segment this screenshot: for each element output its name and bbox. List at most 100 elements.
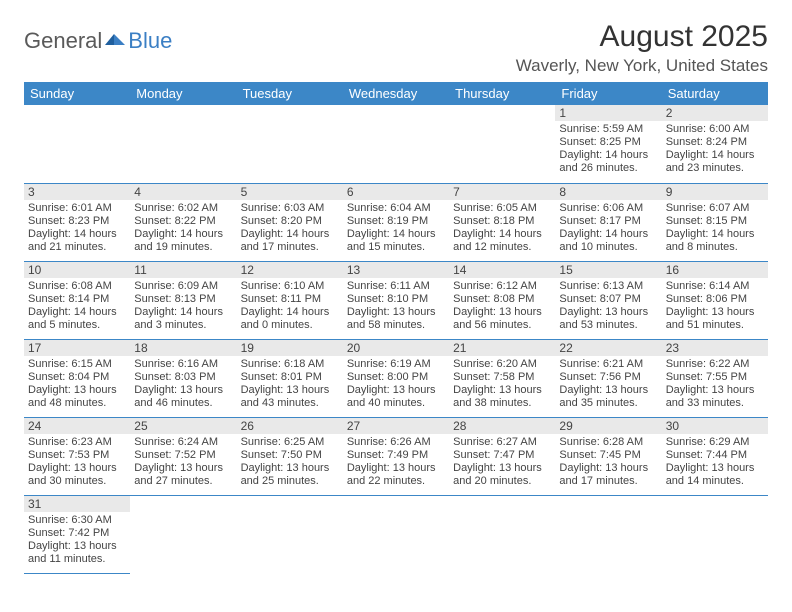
daylight-text-2: and 22 minutes.	[347, 475, 445, 488]
daylight-text-1: Daylight: 13 hours	[347, 384, 445, 397]
sunrise-text: Sunrise: 6:05 AM	[453, 202, 551, 215]
sunset-text: Sunset: 8:01 PM	[241, 371, 339, 384]
day-number: 16	[662, 262, 768, 278]
day-number: 7	[449, 184, 555, 200]
day-body: Sunrise: 6:29 AMSunset: 7:44 PMDaylight:…	[662, 434, 768, 491]
sunset-text: Sunset: 7:55 PM	[666, 371, 764, 384]
daylight-text-1: Daylight: 14 hours	[666, 149, 764, 162]
sunrise-text: Sunrise: 6:01 AM	[28, 202, 126, 215]
daylight-text-2: and 30 minutes.	[28, 475, 126, 488]
calendar-cell	[24, 105, 130, 183]
day-header: Friday	[555, 82, 661, 105]
sunrise-text: Sunrise: 6:25 AM	[241, 436, 339, 449]
day-body: Sunrise: 6:08 AMSunset: 8:14 PMDaylight:…	[24, 278, 130, 335]
daylight-text-2: and 11 minutes.	[28, 553, 126, 566]
daylight-text-2: and 23 minutes.	[666, 162, 764, 175]
day-number: 1	[555, 105, 661, 121]
sunset-text: Sunset: 8:07 PM	[559, 293, 657, 306]
day-body: Sunrise: 6:14 AMSunset: 8:06 PMDaylight:…	[662, 278, 768, 335]
day-header: Sunday	[24, 82, 130, 105]
logo-text-2: Blue	[128, 28, 172, 54]
daylight-text-1: Daylight: 14 hours	[134, 228, 232, 241]
daylight-text-2: and 21 minutes.	[28, 241, 126, 254]
day-number: 26	[237, 418, 343, 434]
sunrise-text: Sunrise: 6:09 AM	[134, 280, 232, 293]
day-number: 10	[24, 262, 130, 278]
calendar-cell: 26 Sunrise: 6:25 AMSunset: 7:50 PMDayligh…	[237, 417, 343, 495]
calendar-cell: 2Sunrise: 6:00 AMSunset: 8:24 PMDaylight…	[662, 105, 768, 183]
daylight-text-2: and 3 minutes.	[134, 319, 232, 332]
sunrise-text: Sunrise: 6:30 AM	[28, 514, 126, 527]
sunset-text: Sunset: 8:00 PM	[347, 371, 445, 384]
sunset-text: Sunset: 8:15 PM	[666, 215, 764, 228]
daylight-text-2: and 27 minutes.	[134, 475, 232, 488]
sunset-text: Sunset: 7:53 PM	[28, 449, 126, 462]
day-number: 23	[662, 340, 768, 356]
daylight-text-1: Daylight: 13 hours	[241, 384, 339, 397]
sunrise-text: Sunrise: 6:02 AM	[134, 202, 232, 215]
day-body: Sunrise: 6:02 AMSunset: 8:22 PMDaylight:…	[130, 200, 236, 257]
daylight-text-2: and 10 minutes.	[559, 241, 657, 254]
calendar-week-row: 3Sunrise: 6:01 AMSunset: 8:23 PMDaylight…	[24, 183, 768, 261]
sunrise-text: Sunrise: 6:23 AM	[28, 436, 126, 449]
sunset-text: Sunset: 7:42 PM	[28, 527, 126, 540]
daylight-text-1: Daylight: 14 hours	[347, 228, 445, 241]
daylight-text-2: and 12 minutes.	[453, 241, 551, 254]
day-body: Sunrise: 5:59 AMSunset: 8:25 PMDaylight:…	[555, 121, 661, 178]
day-body: Sunrise: 6:26 AMSunset: 7:49 PMDaylight:…	[343, 434, 449, 491]
calendar-week-row: 1Sunrise: 5:59 AMSunset: 8:25 PMDaylight…	[24, 105, 768, 183]
daylight-text-1: Daylight: 13 hours	[347, 306, 445, 319]
daylight-text-1: Daylight: 14 hours	[241, 228, 339, 241]
sunset-text: Sunset: 7:56 PM	[559, 371, 657, 384]
day-number: 6	[343, 184, 449, 200]
daylight-text-2: and 58 minutes.	[347, 319, 445, 332]
day-number: 9	[662, 184, 768, 200]
calendar-cell: 7Sunrise: 6:05 AMSunset: 8:18 PMDaylight…	[449, 183, 555, 261]
daylight-text-2: and 5 minutes.	[28, 319, 126, 332]
sunset-text: Sunset: 8:11 PM	[241, 293, 339, 306]
daylight-text-1: Daylight: 13 hours	[241, 462, 339, 475]
day-header: Saturday	[662, 82, 768, 105]
day-header: Tuesday	[237, 82, 343, 105]
calendar-cell: 10Sunrise: 6:08 AMSunset: 8:14 PMDayligh…	[24, 261, 130, 339]
sunset-text: Sunset: 7:50 PM	[241, 449, 339, 462]
day-number: 21	[449, 340, 555, 356]
daylight-text-2: and 25 minutes.	[241, 475, 339, 488]
daylight-text-1: Daylight: 13 hours	[559, 306, 657, 319]
daylight-text-1: Daylight: 13 hours	[666, 462, 764, 475]
calendar-cell: 25Sunrise: 6:24 AMSunset: 7:52 PMDayligh…	[130, 417, 236, 495]
daylight-text-1: Daylight: 13 hours	[666, 306, 764, 319]
calendar-cell: 23Sunrise: 6:22 AMSunset: 7:55 PMDayligh…	[662, 339, 768, 417]
calendar-cell: 13Sunrise: 6:11 AMSunset: 8:10 PMDayligh…	[343, 261, 449, 339]
sunset-text: Sunset: 8:13 PM	[134, 293, 232, 306]
daylight-text-2: and 15 minutes.	[347, 241, 445, 254]
logo-icon	[105, 31, 125, 45]
sunset-text: Sunset: 8:23 PM	[28, 215, 126, 228]
day-body: Sunrise: 6:19 AMSunset: 8:00 PMDaylight:…	[343, 356, 449, 413]
daylight-text-2: and 43 minutes.	[241, 397, 339, 410]
calendar-week-row: 10Sunrise: 6:08 AMSunset: 8:14 PMDayligh…	[24, 261, 768, 339]
daylight-text-1: Daylight: 13 hours	[453, 306, 551, 319]
day-number: 5	[237, 184, 343, 200]
sunrise-text: Sunrise: 5:59 AM	[559, 123, 657, 136]
day-number: 24	[24, 418, 130, 434]
sunrise-text: Sunrise: 6:06 AM	[559, 202, 657, 215]
daylight-text-2: and 48 minutes.	[28, 397, 126, 410]
day-number: 31	[24, 496, 130, 512]
calendar-cell: 17Sunrise: 6:15 AMSunset: 8:04 PMDayligh…	[24, 339, 130, 417]
calendar-week-row: 24 Sunrise: 6:23 AMSunset: 7:53 PM Dayligh…	[24, 417, 768, 495]
sunrise-text: Sunrise: 6:18 AM	[241, 358, 339, 371]
calendar-cell: 11Sunrise: 6:09 AMSunset: 8:13 PMDayligh…	[130, 261, 236, 339]
daylight-text-2: and 0 minutes.	[241, 319, 339, 332]
daylight-text-2: and 20 minutes.	[453, 475, 551, 488]
daylight-text-1: Daylight: 14 hours	[559, 149, 657, 162]
calendar-cell: 6Sunrise: 6:04 AMSunset: 8:19 PMDaylight…	[343, 183, 449, 261]
month-title: August 2025	[516, 20, 768, 54]
daylight-text-1: Daylight: 13 hours	[559, 384, 657, 397]
sunset-text: Sunset: 8:03 PM	[134, 371, 232, 384]
sunrise-text: Sunrise: 6:19 AM	[347, 358, 445, 371]
calendar-cell: 22Sunrise: 6:21 AMSunset: 7:56 PMDayligh…	[555, 339, 661, 417]
sunset-text: Sunset: 8:04 PM	[28, 371, 126, 384]
daylight-text-1: Daylight: 14 hours	[559, 228, 657, 241]
day-body: Sunrise: 6:20 AMSunset: 7:58 PMDaylight:…	[449, 356, 555, 413]
